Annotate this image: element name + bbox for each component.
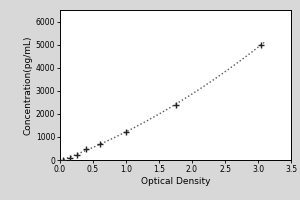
X-axis label: Optical Density: Optical Density bbox=[141, 177, 210, 186]
Y-axis label: Concentration(pg/mL): Concentration(pg/mL) bbox=[24, 35, 33, 135]
